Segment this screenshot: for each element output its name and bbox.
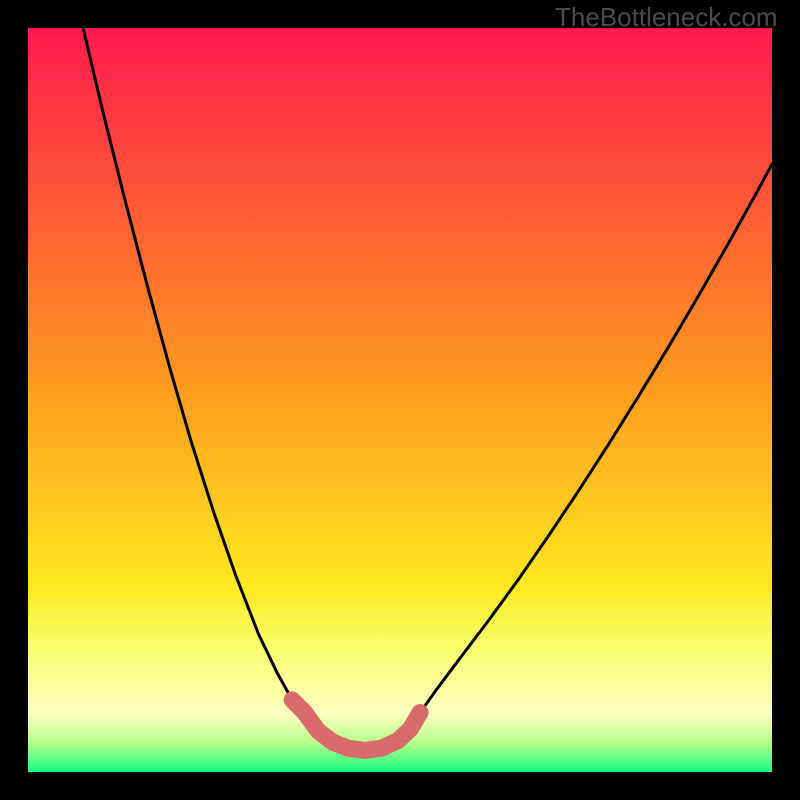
chart-frame: TheBottleneck.com (0, 0, 800, 800)
highlight-segment (292, 700, 420, 751)
watermark-text: TheBottleneck.com (555, 2, 778, 33)
curve-layer (0, 0, 800, 800)
bottleneck-curve (83, 28, 772, 750)
